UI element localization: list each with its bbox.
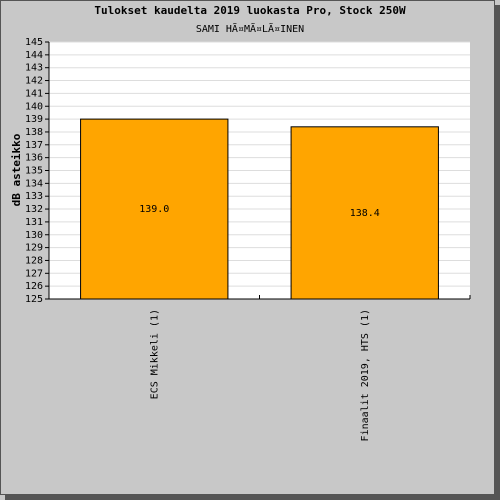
y-tick-label: 127 [25, 268, 43, 279]
y-tick-label: 138 [25, 127, 43, 138]
y-tick-label: 128 [25, 255, 43, 266]
y-tick-label: 126 [25, 281, 43, 292]
y-tick-label: 129 [25, 243, 43, 254]
shadow [495, 5, 500, 500]
y-tick-label: 139 [25, 114, 43, 125]
y-tick-label: 131 [25, 217, 43, 228]
y-tick-label: 141 [25, 88, 43, 99]
y-tick-label: 145 [25, 37, 43, 48]
y-tick-label: 142 [25, 76, 43, 87]
y-tick-label: 125 [25, 294, 43, 305]
y-tick-label: 143 [25, 63, 43, 74]
y-tick-label: 130 [25, 230, 43, 241]
y-tick-label: 140 [25, 101, 43, 112]
x-tick-label: ECS Mikkeli (1) [149, 309, 160, 399]
y-tick-label: 134 [25, 178, 43, 189]
y-tick-label: 144 [25, 50, 43, 61]
chart-subtitle: SAMI HÃ¤MÃ¤LÃ¤INEN [196, 22, 304, 35]
y-tick-label: 136 [25, 153, 43, 164]
y-tick-label: 133 [25, 191, 43, 202]
bar [80, 118, 229, 300]
chart-title: Tulokset kaudelta 2019 luokasta Pro, Sto… [94, 4, 406, 17]
bar [290, 126, 439, 300]
y-tick-label: 135 [25, 166, 43, 177]
x-tick-label: Finaalit 2019, HTS (1) [360, 309, 371, 441]
value-label: 138.4 [350, 208, 380, 219]
y-axis-label: dB asteikko [10, 133, 23, 206]
y-tick-label: 137 [25, 140, 43, 151]
y-tick-label: 132 [25, 204, 43, 215]
frame [0, 0, 495, 495]
value-label: 139.0 [139, 204, 169, 215]
shadow [5, 495, 500, 500]
